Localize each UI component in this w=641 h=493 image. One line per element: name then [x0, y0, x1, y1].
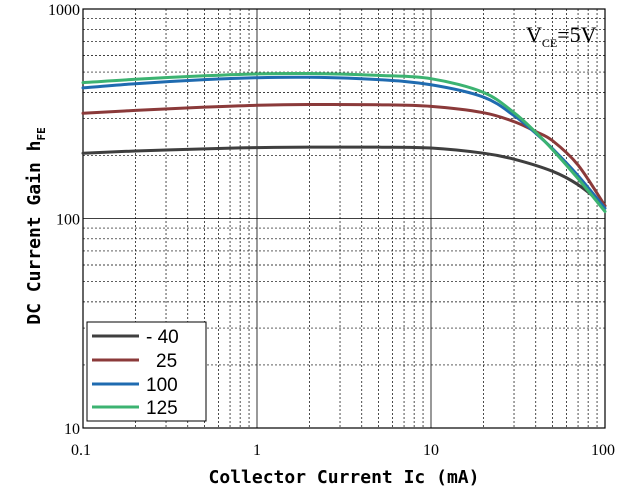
y-axis-label-subscript: FE: [35, 127, 48, 140]
vce-annotation: VCE=5V: [526, 22, 597, 50]
y-tick-label: 1000: [48, 2, 80, 19]
legend-label-125: 125: [146, 398, 178, 419]
legend: - 40 25 100 125: [86, 321, 207, 422]
vce-annotation-main: V: [526, 22, 542, 47]
series-line-minus40: [81, 145, 607, 208]
x-tick-label: 100: [591, 442, 615, 459]
vce-annotation-tail: =5V: [557, 22, 596, 47]
y-axis-label-main: DC Current Gain h: [24, 141, 45, 325]
series-line-25: [81, 102, 607, 208]
x-tick-label: 0.1: [71, 442, 91, 459]
plot-frame: [82, 8, 606, 429]
legend-label-100: 100: [146, 375, 178, 396]
y-tick-labels: 10 100 1000: [48, 2, 80, 438]
legend-label-25: 25: [156, 351, 177, 372]
series-line-125: [81, 71, 607, 213]
vce-annotation-subscript: CE: [542, 36, 557, 50]
y-tick-label: 100: [56, 212, 80, 229]
legend-box: [86, 321, 207, 422]
series-lines: [81, 71, 607, 213]
x-tick-labels: 0.1 1 10 100: [71, 442, 615, 459]
y-axis-label: DC Current Gain hFE: [24, 127, 48, 324]
legend-label-minus40: - 40: [146, 327, 179, 348]
x-tick-label: 1: [253, 442, 261, 459]
y-tick-label: 10: [64, 421, 80, 438]
x-tick-label: 10: [423, 442, 439, 459]
x-axis-label: Collector Current Ic (mA): [209, 467, 480, 488]
